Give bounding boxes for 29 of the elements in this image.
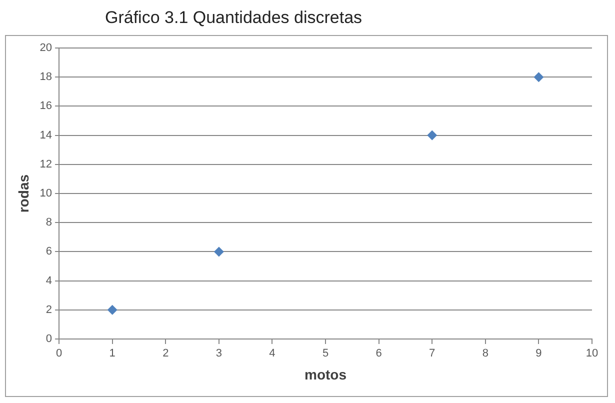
- point: [427, 130, 438, 140]
- x-tick-label: 5: [322, 348, 329, 360]
- chart-title: Gráfico 3.1 Quantidades discretas: [105, 8, 362, 28]
- point: [214, 246, 224, 257]
- y-tick-label: 16: [40, 100, 52, 112]
- y-tick-label: 12: [40, 158, 52, 170]
- y-tick-label: 10: [40, 188, 52, 200]
- x-tick-label: 10: [586, 348, 598, 360]
- y-tick-label: 8: [46, 216, 52, 229]
- point: [534, 72, 544, 82]
- y-tick-label: 2: [46, 304, 52, 316]
- y-tick-label: 0: [46, 333, 52, 346]
- x-tick-label: 3: [216, 348, 222, 360]
- x-tick-label: 9: [536, 348, 542, 360]
- x-axis-title: motos: [304, 366, 347, 382]
- x-tick-label: 7: [429, 348, 436, 360]
- y-tick-label: 4: [46, 274, 52, 287]
- y-tick-label: 14: [40, 129, 52, 142]
- x-tick-label: 8: [482, 348, 488, 360]
- point: [107, 304, 118, 315]
- y-tick-label: 6: [46, 246, 52, 258]
- y-tick-label: 20: [40, 42, 52, 54]
- y-tick-label: 18: [40, 71, 52, 84]
- x-tick-label: 0: [56, 348, 62, 360]
- x-tick-label: 1: [109, 348, 116, 360]
- x-tick-label: 6: [376, 348, 382, 360]
- x-tick-label: 4: [269, 348, 276, 360]
- x-tick-label: 2: [162, 348, 169, 360]
- y-axis-title: rodas: [15, 174, 32, 213]
